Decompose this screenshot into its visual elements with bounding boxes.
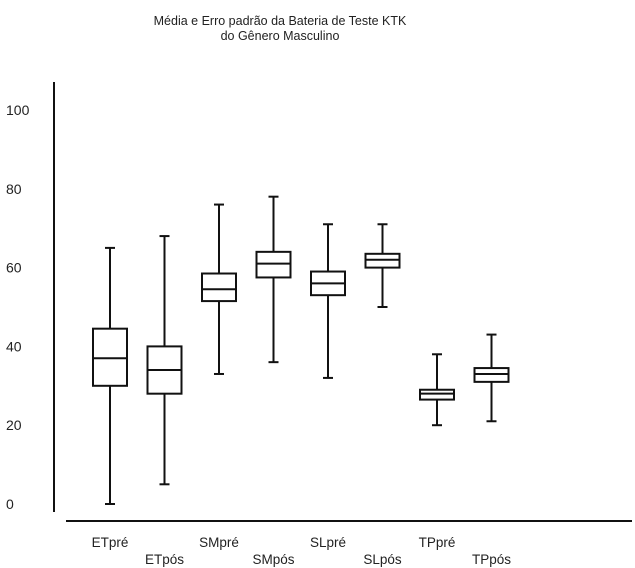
- y-tick-label: 20: [6, 417, 22, 433]
- y-tick-label: 80: [6, 181, 22, 197]
- x-tick-label: ETpós: [145, 552, 184, 567]
- y-tick-label: 40: [6, 338, 22, 354]
- y-tick-label: 60: [6, 260, 22, 276]
- chart-title-line-2: do Gênero Masculino: [220, 29, 340, 43]
- box-SMpré: [201, 203, 237, 375]
- x-tick-label: SLpré: [310, 535, 346, 550]
- box-iqr: [201, 272, 237, 303]
- x-tick-label: TPpós: [472, 552, 511, 567]
- box-TPpré: [419, 353, 455, 427]
- x-tick-label: SLpós: [363, 552, 402, 567]
- box-ETpós: [146, 235, 183, 486]
- chart-title-line-1: Média e Erro padrão da Bateria de Teste …: [153, 14, 407, 28]
- box-ETpré: [92, 246, 128, 505]
- box-SLpré: [310, 223, 346, 379]
- x-tick-label: TPpré: [419, 535, 456, 550]
- box-SMpós: [255, 195, 292, 364]
- x-tick-label: SMpré: [199, 535, 239, 550]
- y-tick-label: 0: [6, 496, 14, 512]
- y-tick-label: 100: [6, 102, 30, 118]
- x-tick-label: SMpós: [252, 552, 294, 567]
- x-tick-label: ETpré: [92, 535, 129, 550]
- box-SLpós: [364, 223, 401, 308]
- box-TPpós: [473, 333, 510, 423]
